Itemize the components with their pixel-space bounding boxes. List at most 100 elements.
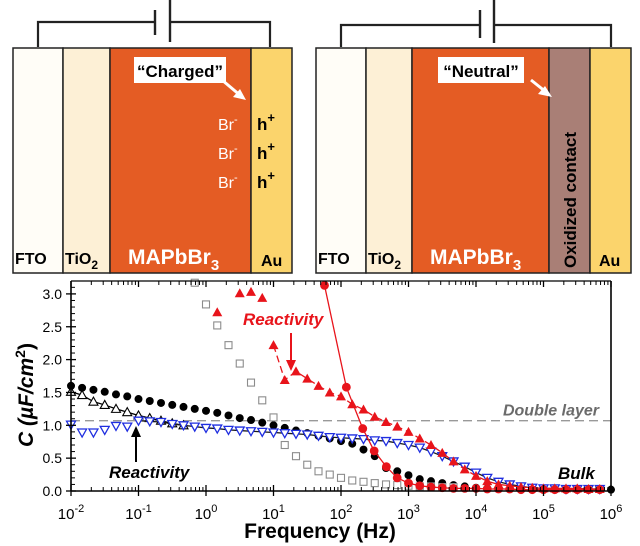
data-point [99, 399, 111, 409]
data-point [134, 395, 143, 404]
data-point [414, 443, 426, 454]
double-layer-label: Double layer [503, 403, 600, 420]
data-point [144, 417, 156, 428]
series-red-filled-circles [320, 280, 605, 495]
data-point [381, 417, 392, 427]
data-point [437, 447, 448, 457]
data-point [369, 436, 381, 447]
data-point [202, 406, 210, 415]
data-point [246, 378, 256, 387]
y-tick-label: 3.0 [43, 286, 63, 302]
data-point [425, 447, 437, 458]
data-point [335, 433, 347, 444]
callout-arrowhead [233, 89, 246, 100]
data-point [290, 366, 301, 376]
data-point [269, 421, 278, 430]
x-tick-label: 101 [262, 503, 285, 523]
data-point [346, 434, 358, 445]
data-point [76, 389, 88, 400]
data-point [358, 404, 369, 414]
data-point [336, 473, 346, 482]
data-point [404, 478, 413, 488]
data-point [358, 424, 368, 433]
data-point [87, 396, 99, 406]
tick-labels: 0.0 0.5 1.0 1.5 2.0 2.5 3.0 10-2 10-1 100 101 102 10… [43, 286, 623, 523]
data-point [426, 482, 436, 492]
data-point [336, 391, 346, 401]
data-point [121, 422, 133, 433]
annotation-bulk: Bulk [558, 464, 596, 483]
data-point [584, 485, 593, 495]
data-point [235, 359, 244, 368]
label-oxidized-contact: Oxidized contact [561, 132, 580, 268]
x-tick-label: 100 [195, 503, 218, 523]
data-point [290, 429, 302, 440]
data-point [459, 464, 470, 474]
data-point [415, 481, 425, 491]
series-blue-open-inverted-triangles [65, 416, 606, 495]
ion-row: Br- h+ [218, 110, 275, 134]
annotation-reactivity-black: Reactivity [109, 463, 191, 482]
data-point [369, 411, 380, 421]
data-point [222, 425, 235, 436]
data-point [224, 341, 233, 350]
data-point [100, 387, 109, 396]
data-point [415, 475, 424, 484]
data-point [111, 390, 120, 399]
data-point [369, 446, 379, 456]
data-point [561, 485, 571, 495]
data-point [224, 411, 233, 420]
data-point [246, 286, 257, 296]
data-point [235, 414, 244, 423]
data-point [190, 278, 199, 287]
data-point [89, 385, 98, 394]
data-point [471, 470, 481, 480]
y-axis-label: C (µF/cm2) [12, 343, 38, 447]
y-tick-label: 0.5 [43, 450, 63, 466]
data-point [245, 427, 257, 438]
data-point [595, 485, 605, 495]
data-point [302, 373, 313, 383]
data-point [145, 396, 154, 405]
data-point [279, 374, 290, 384]
x-tick-label: 105 [532, 503, 555, 523]
data-point [301, 430, 313, 441]
data-point [247, 416, 256, 425]
y-tick-label: 1.0 [43, 417, 63, 433]
data-point [87, 428, 100, 439]
axes [66, 280, 612, 496]
layer-tio2 [365, 47, 413, 274]
x-tick-label: 104 [465, 503, 488, 523]
x-axis-label: Frequency (Hz) [244, 520, 396, 543]
x-tick-label: 102 [330, 503, 353, 523]
data-point [313, 380, 324, 390]
callout-neutral: “Neutral” [443, 62, 519, 81]
anion-label: Br- [218, 143, 238, 163]
data-point [258, 418, 267, 427]
data-point [357, 434, 370, 445]
data-point [268, 340, 279, 350]
data-point [211, 424, 223, 435]
data-point [76, 428, 88, 439]
callout-charged: “Charged” [137, 62, 223, 81]
layer-mapbbr3 [411, 47, 550, 274]
data-point [482, 476, 493, 486]
y-tick-label: 2.5 [43, 319, 63, 335]
x-tick-label: 106 [600, 503, 623, 523]
data-point [121, 406, 133, 417]
annotation-reactivity-red: Reactivity [243, 310, 325, 329]
data-point [200, 423, 212, 434]
data-point [132, 416, 145, 427]
data-point [177, 421, 190, 432]
annotation-arrowhead-red [286, 360, 296, 371]
callout-box [134, 57, 226, 83]
data-point [234, 426, 246, 437]
data-point [267, 428, 280, 439]
data-point [168, 400, 177, 409]
data-point [324, 387, 335, 397]
layer-fto [12, 47, 64, 274]
callout-arrowhead [538, 86, 552, 97]
data-point [312, 431, 325, 442]
label-mapbbr3: MAPbBr3 [128, 246, 219, 274]
data-point [257, 292, 268, 302]
